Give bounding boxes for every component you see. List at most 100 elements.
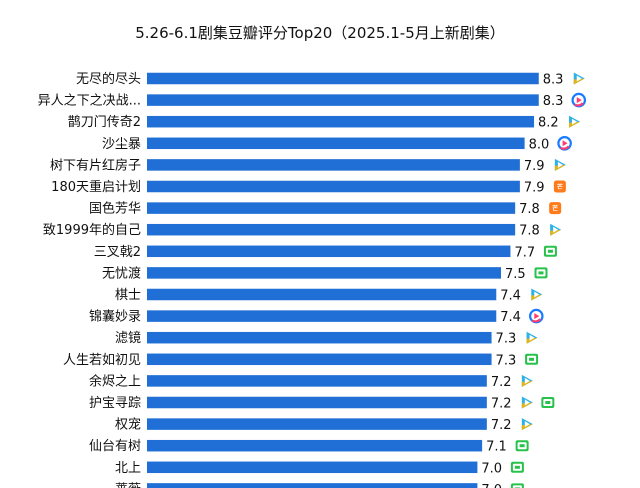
bar-row: 权宠 7.2 bbox=[115, 417, 533, 433]
category-label: 180天重启计划 bbox=[51, 179, 141, 195]
value-label: 7.7 bbox=[514, 245, 535, 260]
value-label: 7.4 bbox=[500, 310, 521, 325]
youku-icon bbox=[528, 308, 544, 324]
bar bbox=[147, 159, 520, 171]
value-label: 7.3 bbox=[496, 353, 517, 368]
category-label: 护宝寻踪 bbox=[89, 396, 141, 411]
bar bbox=[147, 439, 483, 452]
bar bbox=[147, 267, 501, 279]
bar bbox=[147, 483, 478, 488]
value-label: 7.1 bbox=[486, 440, 507, 455]
bar-row: 沙尘暴 8.0 bbox=[102, 136, 572, 152]
tencent-icon bbox=[573, 72, 585, 85]
category-label: 北上 bbox=[115, 461, 141, 476]
category-label: 余烬之上 bbox=[89, 373, 141, 389]
value-label: 7.3 bbox=[496, 332, 517, 347]
category-label: 仙台有树 bbox=[89, 439, 141, 454]
iqiyi-icon bbox=[534, 267, 548, 279]
value-label: 7.5 bbox=[505, 267, 526, 282]
tencent-icon bbox=[569, 115, 581, 128]
tencent-icon bbox=[550, 223, 562, 236]
tencent-icon bbox=[521, 396, 533, 409]
bar-row: 无忧渡 7.5 bbox=[102, 265, 548, 282]
value-label: 7.0 bbox=[481, 461, 502, 476]
value-label: 8.0 bbox=[529, 137, 550, 152]
tencent-icon bbox=[554, 158, 566, 171]
bar-row: 异人之下之决战... 8.3 bbox=[38, 92, 587, 109]
value-label: 7.2 bbox=[491, 375, 512, 390]
category-label: 沙尘暴 bbox=[102, 137, 141, 152]
bar bbox=[147, 353, 492, 366]
bar-row: 锦囊妙录 7.4 bbox=[89, 308, 544, 325]
bar-row: 蔷薇 7.0 bbox=[115, 482, 524, 488]
iqiyi-icon bbox=[510, 483, 524, 488]
category-label: 三叉戟2 bbox=[94, 245, 141, 260]
value-label: 8.3 bbox=[543, 73, 564, 88]
category-label: 致1999年的自己 bbox=[43, 222, 141, 238]
bar-row: 鹊刀门传奇2 8.2 bbox=[68, 114, 581, 131]
tencent-icon bbox=[521, 418, 533, 431]
bar-row: 棋士 7.4 bbox=[115, 288, 543, 304]
category-label: 滤镜 bbox=[115, 331, 141, 346]
bar bbox=[147, 223, 516, 236]
tencent-icon bbox=[521, 374, 533, 387]
mango-icon-glyph: 芒 bbox=[552, 205, 558, 213]
category-label: 无尽的尽头 bbox=[76, 71, 141, 87]
category-label: 锦囊妙录 bbox=[89, 309, 141, 325]
category-label: 异人之下之决战... bbox=[38, 94, 141, 109]
category-label: 国色芳华 bbox=[89, 201, 141, 217]
bar bbox=[147, 94, 539, 106]
bar-row: 人生若如初见 7.3 bbox=[63, 352, 539, 368]
bar bbox=[147, 375, 487, 387]
tencent-icon bbox=[531, 288, 543, 301]
bar-row: 三叉戟2 7.7 bbox=[94, 245, 557, 260]
mango-icon-glyph: 芒 bbox=[557, 183, 563, 191]
value-label: 8.2 bbox=[538, 116, 559, 131]
bar bbox=[147, 331, 492, 344]
value-label: 7.2 bbox=[491, 418, 512, 433]
value-label: 7.9 bbox=[524, 159, 545, 174]
bar-row: 仙台有树 7.1 bbox=[89, 439, 529, 455]
bar-row: 无尽的尽头 8.3 bbox=[76, 71, 585, 88]
bar bbox=[147, 115, 535, 128]
value-label: 8.3 bbox=[543, 94, 564, 109]
mango-icon: 芒 bbox=[549, 202, 562, 215]
chart-title: 5.26-6.1剧集豆瓣评分Top20（2025.1-5月上新剧集） bbox=[135, 24, 505, 42]
iqiyi-icon bbox=[510, 461, 524, 473]
bar bbox=[147, 202, 516, 214]
value-label: 7.2 bbox=[491, 397, 512, 412]
value-label: 7.8 bbox=[519, 224, 540, 239]
bar bbox=[147, 396, 487, 409]
bar bbox=[147, 310, 497, 322]
category-label: 树下有片红房子 bbox=[50, 157, 141, 173]
bar bbox=[147, 418, 487, 430]
bar-row: 北上 7.0 bbox=[115, 461, 524, 476]
category-label: 鹊刀门传奇2 bbox=[68, 114, 141, 130]
bar-row: 滤镜 7.3 bbox=[115, 331, 538, 347]
value-label: 7.8 bbox=[519, 202, 540, 217]
category-label: 权宠 bbox=[115, 417, 141, 433]
mango-icon: 芒 bbox=[553, 180, 566, 193]
iqiyi-icon bbox=[515, 440, 529, 452]
iqiyi-icon bbox=[525, 353, 539, 365]
youku-icon bbox=[571, 92, 587, 108]
category-label: 蔷薇 bbox=[115, 482, 141, 488]
iqiyi-icon bbox=[543, 245, 557, 257]
category-label: 人生若如初见 bbox=[63, 352, 141, 368]
iqiyi-icon bbox=[541, 397, 555, 408]
bar bbox=[147, 137, 525, 150]
category-label: 棋士 bbox=[115, 288, 141, 303]
bar bbox=[147, 288, 497, 301]
youku-icon bbox=[557, 136, 572, 151]
value-label: 7.0 bbox=[481, 483, 502, 488]
bar-row: 护宝寻踪 7.2 bbox=[89, 396, 555, 412]
bar-row: 180天重启计划 7.9 芒 bbox=[51, 179, 566, 196]
value-label: 7.9 bbox=[524, 181, 545, 196]
bar-row: 国色芳华 7.8 芒 bbox=[89, 201, 562, 217]
bar bbox=[147, 245, 511, 258]
tencent-icon bbox=[526, 331, 538, 344]
bar bbox=[147, 461, 478, 474]
bar-row: 树下有片红房子 7.9 bbox=[50, 157, 566, 174]
bar-row: 致1999年的自己 7.8 bbox=[43, 222, 562, 239]
